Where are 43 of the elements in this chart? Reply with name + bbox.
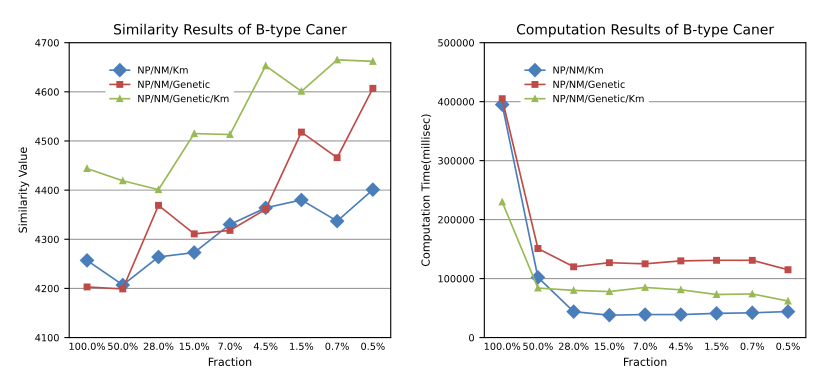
y-tick-label: 400000	[438, 98, 474, 106]
y-tick-label: 4400	[35, 186, 59, 194]
legend-label: NP/NM/Genetic	[553, 80, 625, 89]
x-tick-label: 50.0%	[523, 342, 553, 350]
x-tick-label: 4.5%	[254, 342, 278, 350]
chart-title: Similarity Results of B-type Caner	[114, 24, 347, 38]
y-tick-label: 4100	[35, 334, 59, 342]
y-tick-label: 4600	[35, 88, 59, 96]
y-tick-label: 500000	[438, 39, 474, 47]
legend-label: NP/NM/Km	[553, 66, 603, 74]
x-tick-label: 15.0%	[180, 342, 210, 350]
x-tick-label: 1.5%	[290, 342, 314, 350]
y-tick-label: 4300	[35, 236, 59, 244]
y-axis-title: Computation Time(millisec)	[421, 114, 432, 266]
y-tick-label: 0	[469, 334, 474, 342]
legend-label: NP/NM/Genetic/Km	[553, 94, 644, 104]
x-tick-label: 100.0%	[70, 342, 106, 350]
x-tick-label: 28.0%	[558, 342, 589, 350]
legend-label: NP/NM/Km	[138, 66, 188, 74]
y-tick-label: 4200	[35, 284, 59, 292]
y-axis-title: Similarity Value	[18, 147, 30, 233]
legend-label: NP/NM/Genetic	[138, 80, 210, 89]
x-tick-label: 0.7%	[325, 342, 349, 350]
x-tick-label: 15.0%	[594, 342, 624, 350]
x-axis-title: Fraction	[624, 357, 666, 366]
x-tick-label: 100.0%	[484, 342, 520, 350]
x-tick-label: 7.0%	[218, 342, 242, 350]
x-tick-label: 0.7%	[740, 342, 764, 350]
x-tick-label: 0.5%	[776, 342, 800, 350]
y-tick-label: 4500	[35, 137, 59, 145]
x-tick-label: 0.5%	[361, 342, 385, 350]
y-tick-label: 200000	[438, 216, 474, 224]
x-tick-label: 28.0%	[144, 342, 174, 350]
chart-title: Computation Results of B-type Caner	[516, 24, 774, 38]
x-axis-title: Fraction	[208, 357, 252, 366]
y-tick-label: 300000	[438, 157, 474, 164]
x-tick-label: 7.0%	[634, 342, 657, 350]
x-tick-label: 50.0%	[108, 342, 138, 350]
y-tick-label: 100000	[438, 275, 474, 282]
x-tick-label: 1.5%	[705, 342, 728, 350]
x-tick-label: 4.5%	[668, 342, 693, 350]
legend-label: NP/NM/Genetic/Km	[138, 94, 228, 104]
y-tick-label: 4700	[35, 39, 59, 47]
